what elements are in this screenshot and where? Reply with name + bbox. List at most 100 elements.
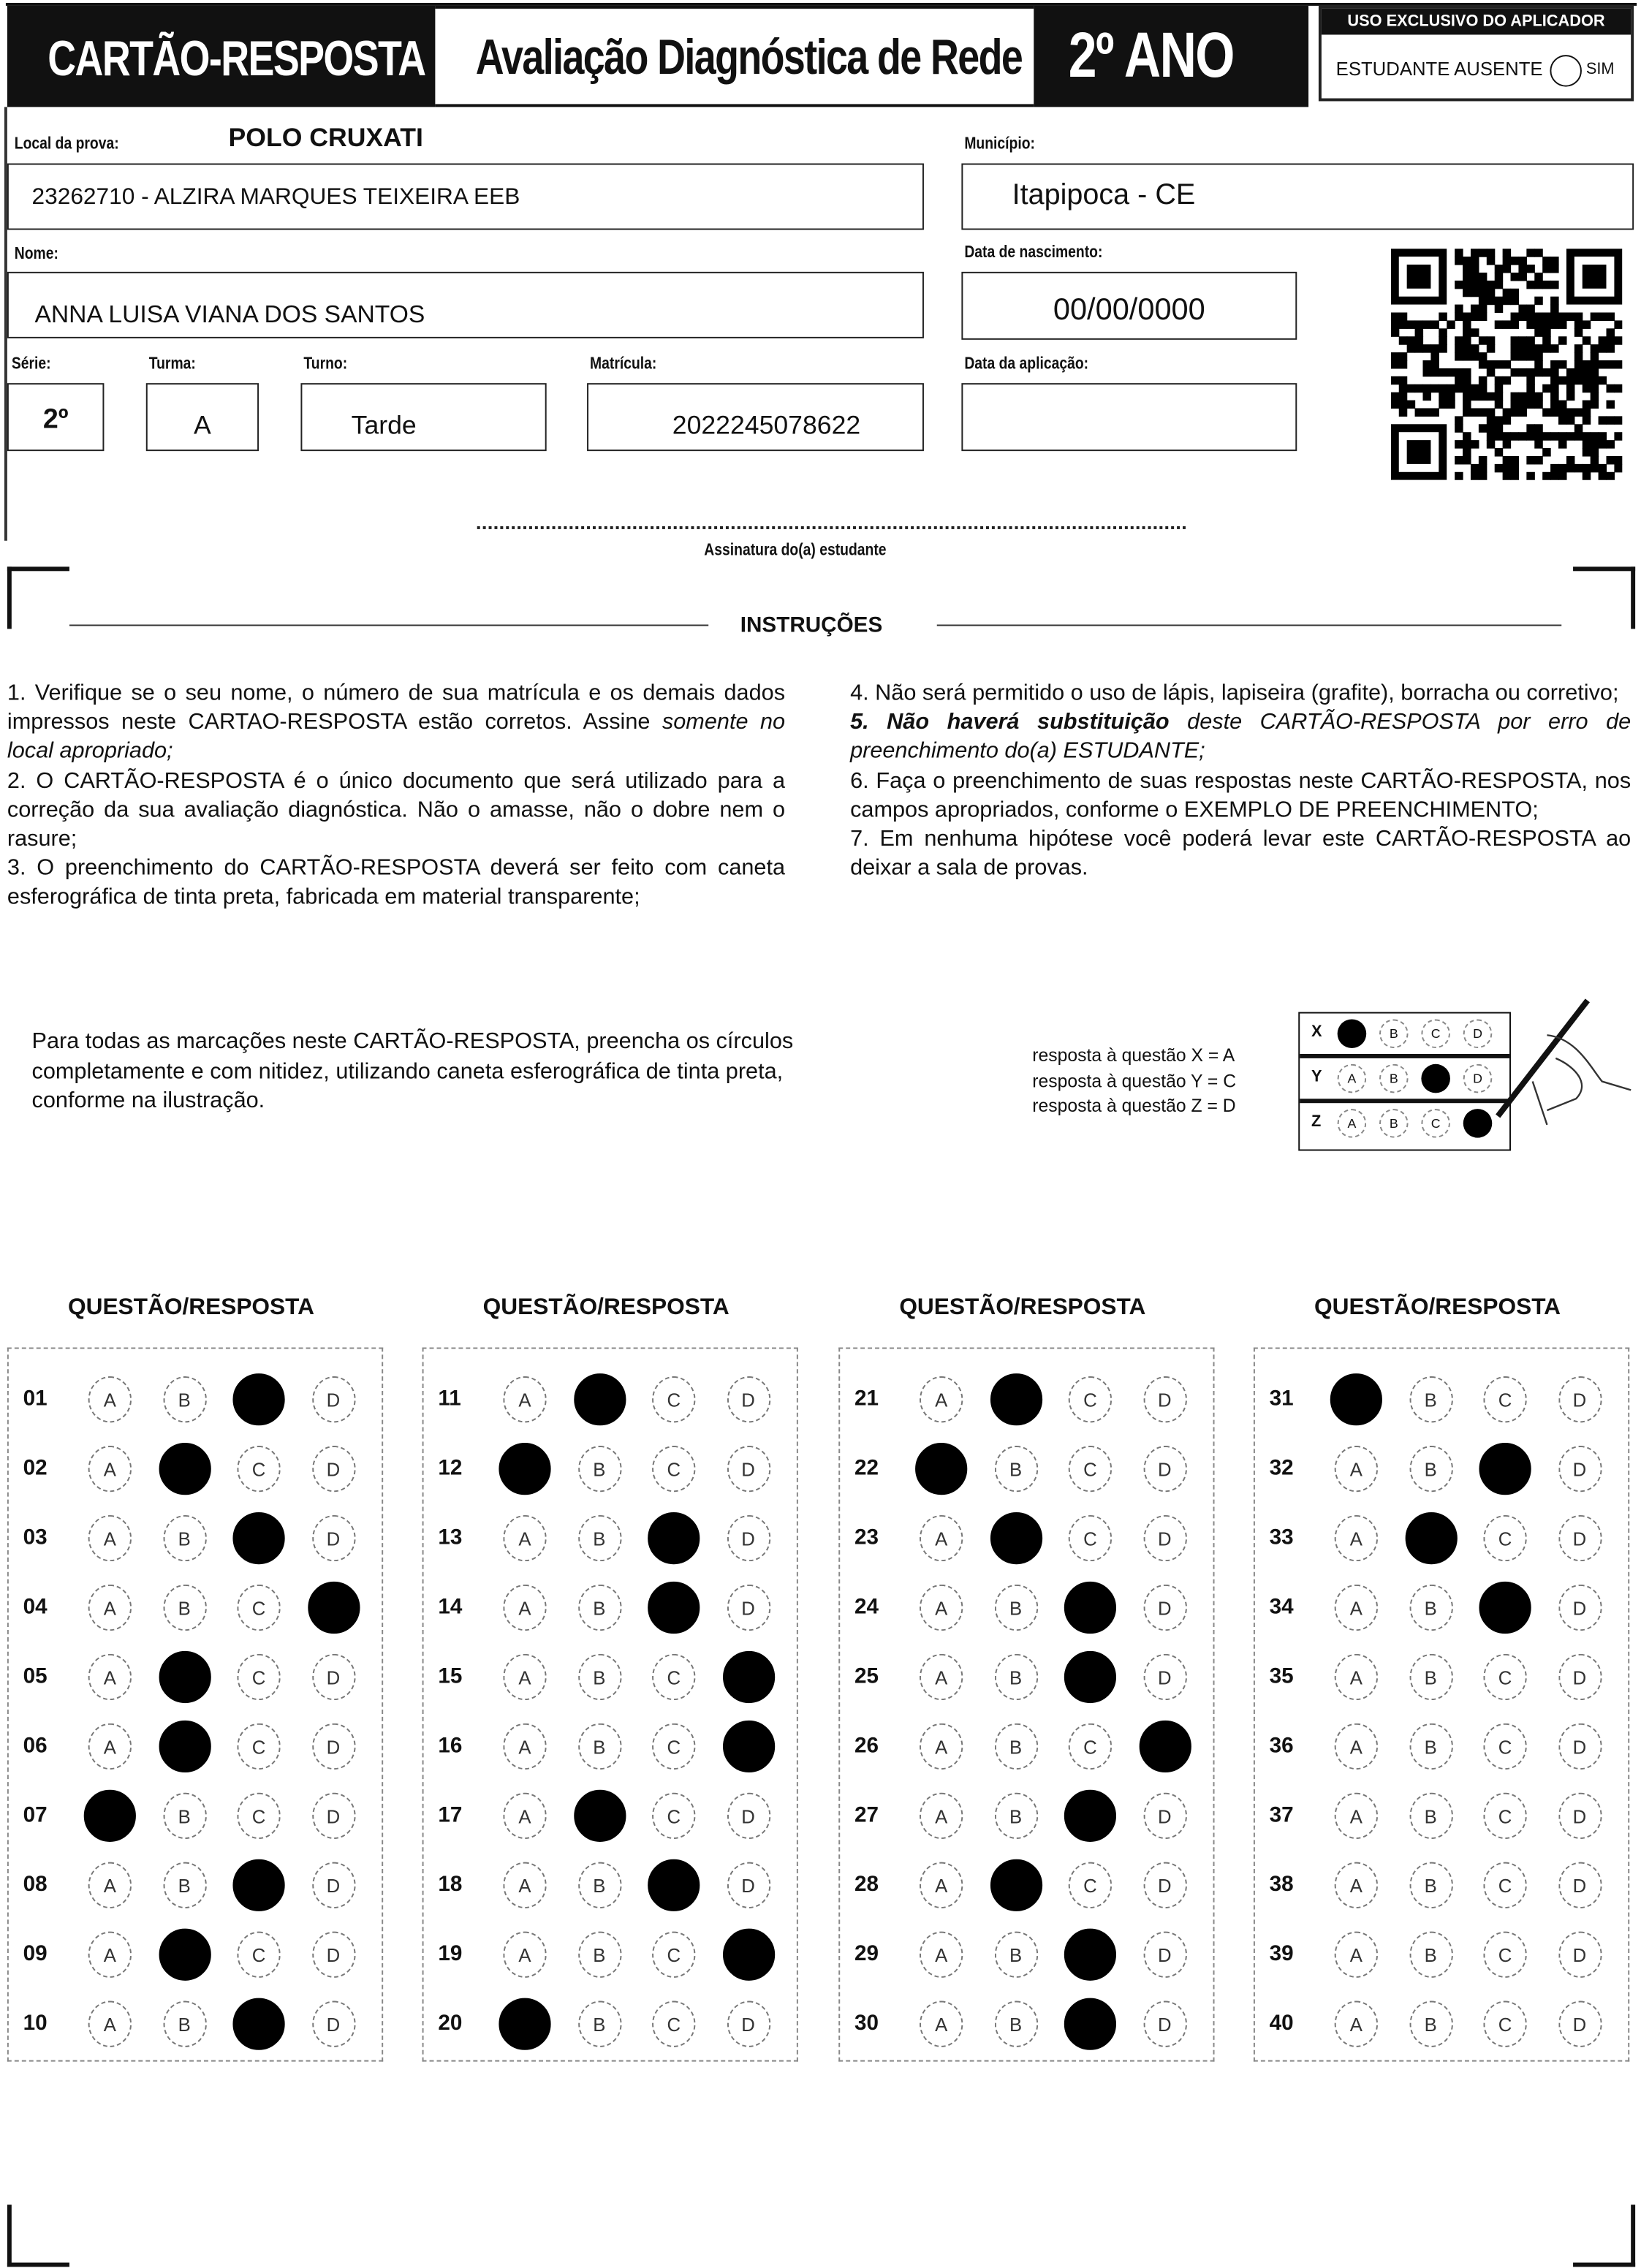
bubble-a[interactable]: A (920, 2000, 963, 2047)
bubble-b[interactable]: B (162, 1862, 206, 1908)
bubble-d[interactable]: D (1558, 1862, 1602, 1908)
bubble-d[interactable]: D (311, 2000, 355, 2047)
bubble-b[interactable]: B (1409, 1862, 1452, 1908)
bubble-b-filled[interactable]: B (989, 1373, 1042, 1426)
bubble-c[interactable]: C (237, 1792, 281, 1840)
bubble-a[interactable]: A (1334, 1584, 1379, 1631)
bubble-b[interactable]: B (993, 1792, 1038, 1840)
bubble-a[interactable]: A (920, 1514, 963, 1562)
bubble-b[interactable]: B (993, 2000, 1038, 2047)
bubble-c-filled[interactable]: C (648, 1581, 700, 1634)
bubble-d-filled[interactable]: D (722, 1928, 775, 1981)
bubble-a[interactable]: A (1334, 1792, 1379, 1840)
bubble-a[interactable]: A (920, 1584, 963, 1631)
absent-bubble[interactable] (1550, 55, 1582, 87)
bubble-a[interactable]: A (920, 1723, 963, 1770)
bubble-b-filled[interactable]: B (989, 1512, 1042, 1565)
bubble-d[interactable]: D (1558, 1514, 1602, 1562)
bubble-b-filled[interactable]: B (1404, 1512, 1457, 1565)
bubble-d[interactable]: D (1558, 1792, 1602, 1840)
bubble-c[interactable]: C (1068, 1376, 1113, 1423)
bubble-b[interactable]: B (577, 1584, 621, 1631)
bubble-b-filled[interactable]: B (573, 1373, 626, 1426)
bubble-b[interactable]: B (1409, 1584, 1452, 1631)
bubble-d-filled[interactable]: D (722, 1650, 775, 1704)
bubble-a[interactable]: A (1334, 1931, 1379, 1978)
bubble-d[interactable]: D (726, 1376, 770, 1423)
bubble-c-filled[interactable]: C (1064, 1581, 1117, 1634)
bubble-a-filled[interactable]: A (499, 1443, 551, 1495)
bubble-b[interactable]: B (993, 1653, 1038, 1701)
bubble-a[interactable]: A (88, 2000, 132, 2047)
bubble-c[interactable]: C (652, 1723, 696, 1770)
bubble-d[interactable]: D (311, 1931, 355, 1978)
bubble-a[interactable]: A (88, 1514, 132, 1562)
bubble-c[interactable]: C (1483, 1931, 1527, 1978)
bubble-d[interactable]: D (311, 1376, 355, 1423)
bubble-a[interactable]: A (1334, 1862, 1379, 1908)
bubble-c[interactable]: C (1068, 1723, 1113, 1770)
bubble-d[interactable]: D (311, 1446, 355, 1493)
bubble-a[interactable]: A (88, 1862, 132, 1908)
bubble-d-filled[interactable]: D (307, 1581, 360, 1634)
bubble-a[interactable]: A (88, 1931, 132, 1978)
bubble-b[interactable]: B (1409, 2000, 1452, 2047)
bubble-a[interactable]: A (503, 1792, 547, 1840)
bubble-b[interactable]: B (577, 1931, 621, 1978)
bubble-d[interactable]: D (1142, 2000, 1186, 2047)
bubble-c[interactable]: C (652, 2000, 696, 2047)
bubble-a[interactable]: A (920, 1376, 963, 1423)
bubble-b[interactable]: B (1409, 1931, 1452, 1978)
bubble-b-filled[interactable]: B (158, 1443, 211, 1495)
bubble-d[interactable]: D (726, 1792, 770, 1840)
bubble-a[interactable]: A (88, 1723, 132, 1770)
bubble-b[interactable]: B (1409, 1376, 1452, 1423)
bubble-d[interactable]: D (1558, 1653, 1602, 1701)
bubble-c[interactable]: C (1483, 1723, 1527, 1770)
bubble-c[interactable]: C (237, 1723, 281, 1770)
bubble-b[interactable]: B (577, 1862, 621, 1908)
bubble-b[interactable]: B (162, 1514, 206, 1562)
bubble-d[interactable]: D (1558, 1446, 1602, 1493)
bubble-a-filled[interactable]: A (499, 1998, 551, 2050)
bubble-b-filled[interactable]: B (158, 1720, 211, 1773)
bubble-d[interactable]: D (1558, 1723, 1602, 1770)
bubble-d[interactable]: D (1142, 1446, 1186, 1493)
bubble-a-filled[interactable]: A (83, 1789, 136, 1842)
bubble-a[interactable]: A (1334, 1723, 1379, 1770)
bubble-a[interactable]: A (1334, 2000, 1379, 2047)
bubble-c-filled[interactable]: C (232, 1859, 285, 1911)
bubble-a[interactable]: A (503, 1862, 547, 1908)
bubble-c[interactable]: C (237, 1931, 281, 1978)
bubble-a[interactable]: A (88, 1376, 132, 1423)
bubble-a[interactable]: A (88, 1446, 132, 1493)
bubble-c[interactable]: C (237, 1653, 281, 1701)
bubble-a-filled[interactable]: A (1330, 1373, 1382, 1426)
bubble-c[interactable]: C (652, 1792, 696, 1840)
bubble-c[interactable]: C (1068, 1446, 1113, 1493)
bubble-d[interactable]: D (1558, 1376, 1602, 1423)
bubble-b[interactable]: B (577, 1723, 621, 1770)
bubble-b-filled[interactable]: B (573, 1789, 626, 1842)
bubble-b[interactable]: B (577, 1514, 621, 1562)
bubble-c-filled[interactable]: C (1064, 1928, 1117, 1981)
bubble-a[interactable]: A (1334, 1446, 1379, 1493)
bubble-a[interactable]: A (920, 1653, 963, 1701)
bubble-c-filled[interactable]: C (648, 1859, 700, 1911)
bubble-d[interactable]: D (726, 1446, 770, 1493)
bubble-b[interactable]: B (993, 1446, 1038, 1493)
bubble-d[interactable]: D (311, 1514, 355, 1562)
bubble-a[interactable]: A (503, 1931, 547, 1978)
bubble-c-filled[interactable]: C (1479, 1443, 1531, 1495)
bubble-d[interactable]: D (1142, 1931, 1186, 1978)
bubble-c[interactable]: C (652, 1653, 696, 1701)
bubble-d[interactable]: D (1142, 1862, 1186, 1908)
bubble-b[interactable]: B (1409, 1653, 1452, 1701)
bubble-d[interactable]: D (1142, 1584, 1186, 1631)
bubble-c[interactable]: C (1483, 1514, 1527, 1562)
bubble-a[interactable]: A (503, 1723, 547, 1770)
bubble-b[interactable]: B (1409, 1446, 1452, 1493)
bubble-a[interactable]: A (503, 1653, 547, 1701)
bubble-b[interactable]: B (577, 1446, 621, 1493)
bubble-b[interactable]: B (993, 1584, 1038, 1631)
